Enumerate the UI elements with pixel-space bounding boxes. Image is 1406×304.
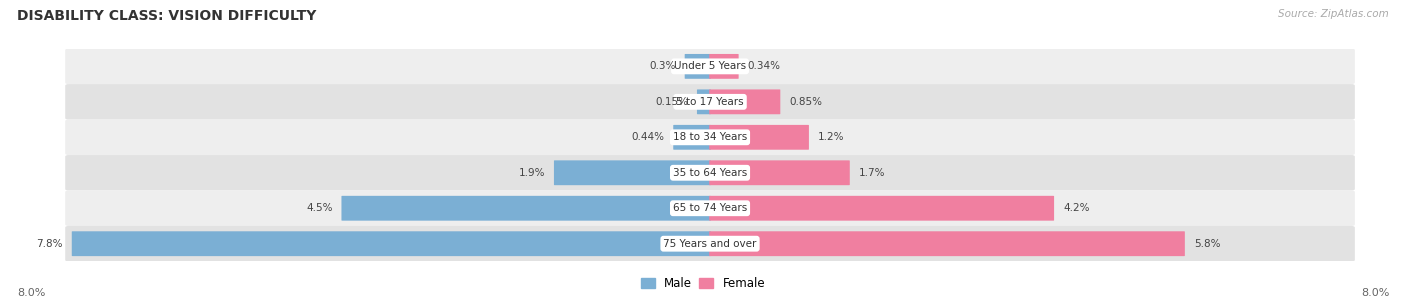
FancyBboxPatch shape <box>65 191 1355 226</box>
Text: 0.34%: 0.34% <box>748 61 780 71</box>
FancyBboxPatch shape <box>72 231 711 256</box>
Text: 4.2%: 4.2% <box>1063 203 1090 213</box>
FancyBboxPatch shape <box>65 226 1355 261</box>
Text: 1.9%: 1.9% <box>519 168 546 178</box>
Text: Under 5 Years: Under 5 Years <box>673 61 747 71</box>
Text: 5.8%: 5.8% <box>1194 239 1220 249</box>
FancyBboxPatch shape <box>709 89 780 114</box>
FancyBboxPatch shape <box>709 196 1054 221</box>
FancyBboxPatch shape <box>709 125 808 150</box>
FancyBboxPatch shape <box>65 155 1355 191</box>
FancyBboxPatch shape <box>685 54 711 79</box>
Text: 75 Years and over: 75 Years and over <box>664 239 756 249</box>
FancyBboxPatch shape <box>709 54 738 79</box>
FancyBboxPatch shape <box>65 49 1355 84</box>
Text: 5 to 17 Years: 5 to 17 Years <box>676 97 744 107</box>
Text: 1.7%: 1.7% <box>859 168 886 178</box>
Text: 35 to 64 Years: 35 to 64 Years <box>673 168 747 178</box>
Text: 18 to 34 Years: 18 to 34 Years <box>673 132 747 142</box>
Text: 0.15%: 0.15% <box>655 97 688 107</box>
FancyBboxPatch shape <box>65 84 1355 119</box>
Text: 0.3%: 0.3% <box>650 61 676 71</box>
Text: 8.0%: 8.0% <box>1361 288 1389 298</box>
Text: DISABILITY CLASS: VISION DIFFICULTY: DISABILITY CLASS: VISION DIFFICULTY <box>17 9 316 23</box>
Legend: Male, Female: Male, Female <box>636 273 770 295</box>
Text: 0.85%: 0.85% <box>789 97 823 107</box>
Text: 8.0%: 8.0% <box>17 288 45 298</box>
Text: 4.5%: 4.5% <box>307 203 332 213</box>
FancyBboxPatch shape <box>342 196 711 221</box>
FancyBboxPatch shape <box>709 161 849 185</box>
Text: 7.8%: 7.8% <box>37 239 63 249</box>
FancyBboxPatch shape <box>554 161 711 185</box>
Text: 0.44%: 0.44% <box>631 132 664 142</box>
FancyBboxPatch shape <box>709 231 1185 256</box>
Text: 65 to 74 Years: 65 to 74 Years <box>673 203 747 213</box>
FancyBboxPatch shape <box>697 89 711 114</box>
Text: Source: ZipAtlas.com: Source: ZipAtlas.com <box>1278 9 1389 19</box>
FancyBboxPatch shape <box>65 119 1355 155</box>
FancyBboxPatch shape <box>673 125 711 150</box>
Text: 1.2%: 1.2% <box>818 132 845 142</box>
